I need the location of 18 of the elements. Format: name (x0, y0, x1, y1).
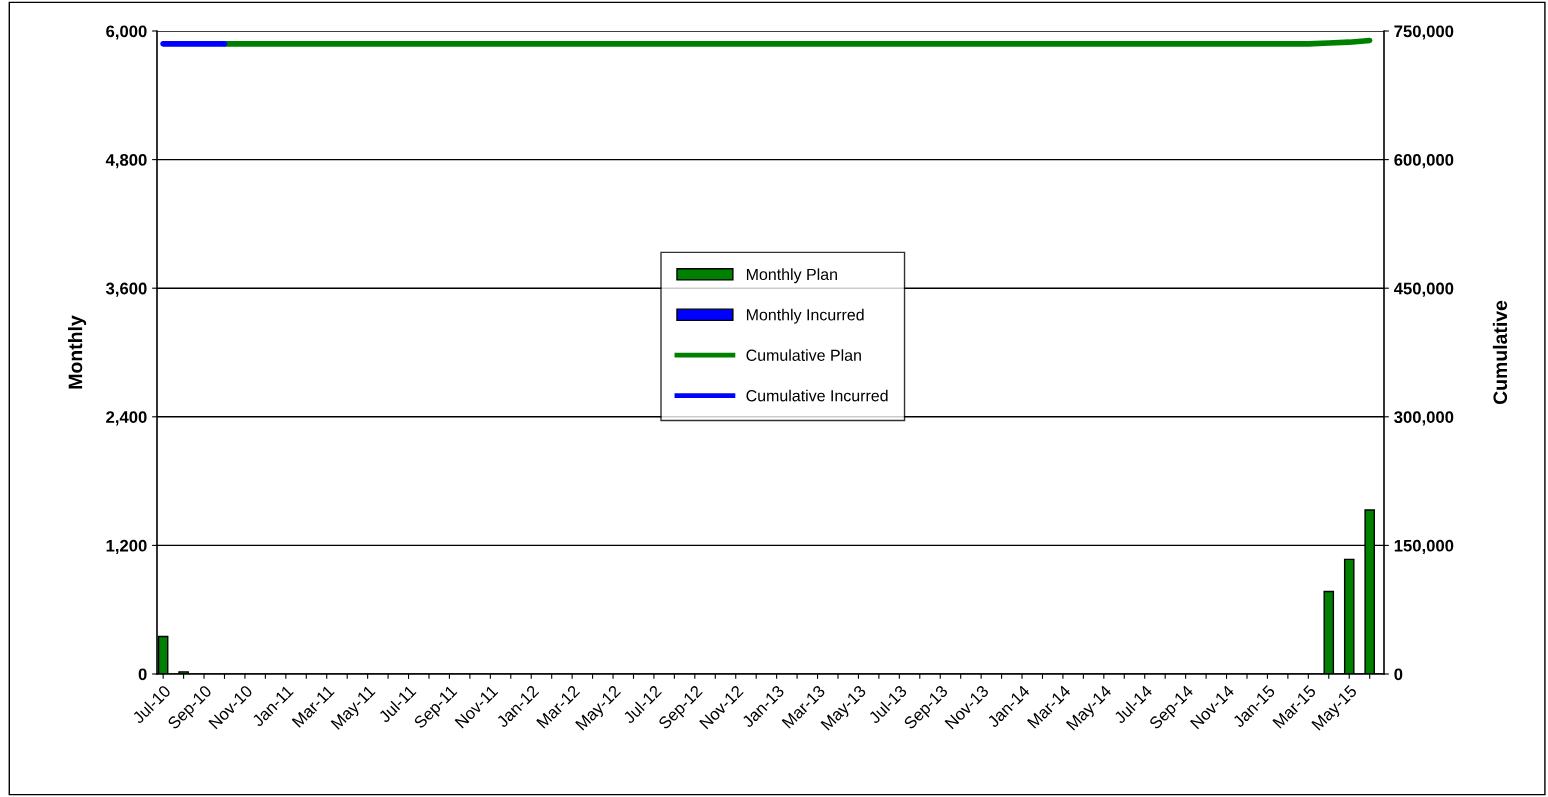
y2-tick-label: 0 (1394, 668, 1403, 681)
y-tick-label: 3,600 (105, 282, 147, 297)
legend-label: Monthly Incurred (746, 308, 864, 324)
legend-label: Cumulative Plan (746, 349, 861, 361)
legend-label: Cumulative Incurred (746, 389, 888, 402)
y2-axis-title: Cumulative (1492, 300, 1508, 405)
y2-tick-label: 750,000 (1394, 25, 1454, 40)
y2-tick-label: 300,000 (1394, 411, 1454, 426)
y2-tick-label: 450,000 (1393, 282, 1454, 297)
y-tick-label: 0 (138, 668, 147, 681)
y-tick-label: 2,400 (106, 411, 147, 426)
y-tick-label: 6,000 (106, 25, 147, 40)
legend-label: Monthly Plan (746, 268, 837, 284)
y-tick-label: 1,200 (106, 539, 147, 555)
y2-tick-label: 150,000 (1394, 539, 1454, 555)
y2-tick-label: 600,000 (1394, 154, 1454, 169)
y-tick-label: 4,800 (105, 154, 147, 169)
y-axis-title: Monthly (68, 315, 87, 389)
